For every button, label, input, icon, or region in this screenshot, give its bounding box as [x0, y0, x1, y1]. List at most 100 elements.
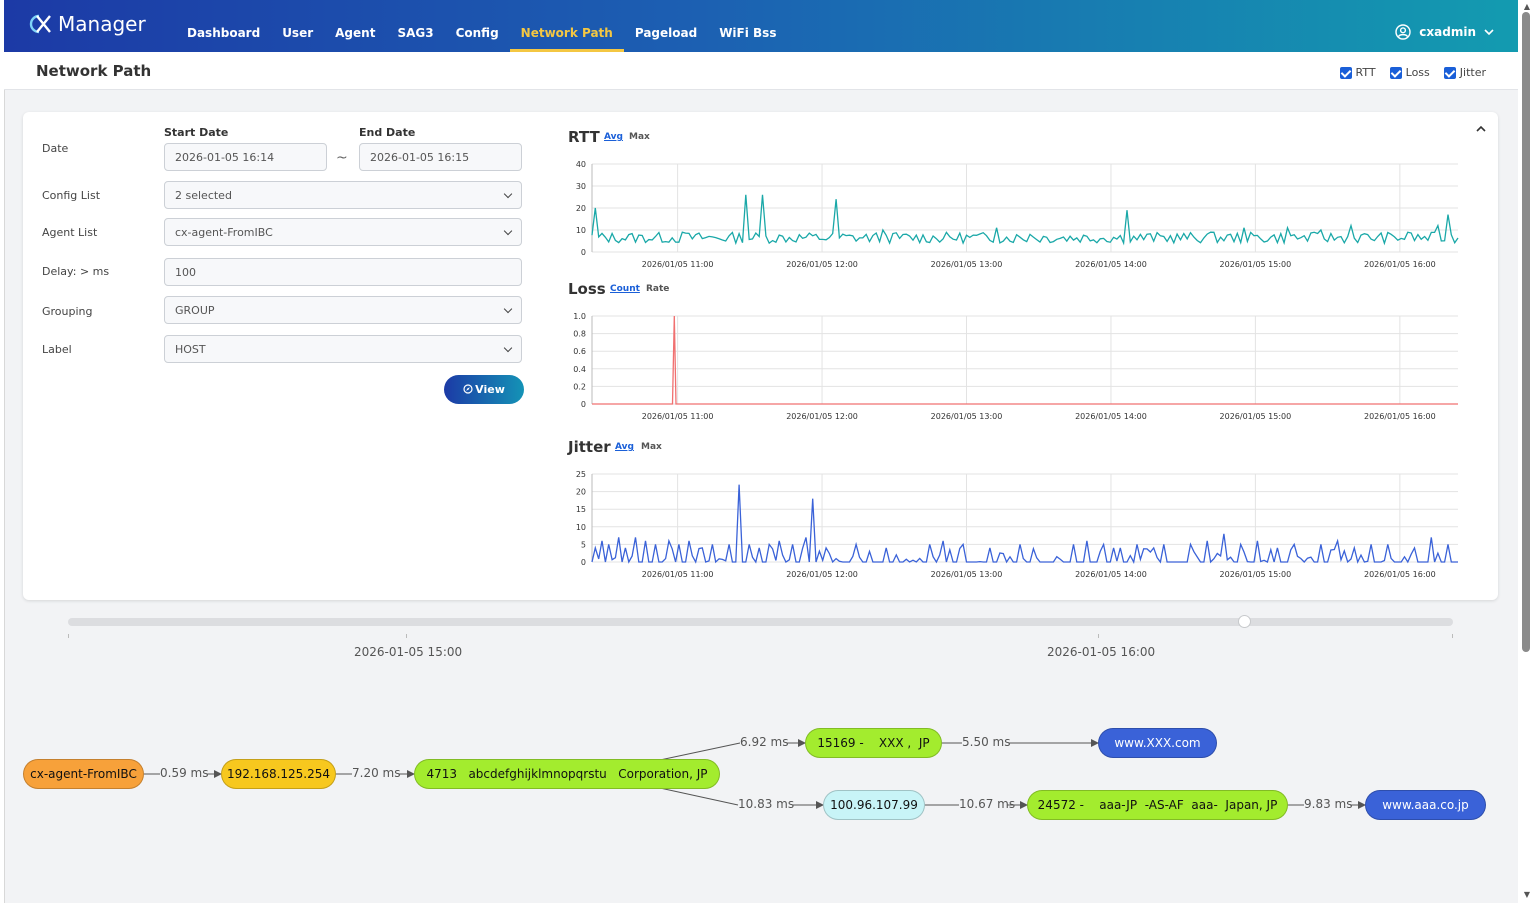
- node-as-24572[interactable]: 24572 - aaa-JP -AS-AF aaa- Japan, JP: [1027, 790, 1288, 820]
- y-tick-label: 25: [576, 470, 586, 479]
- metric-toggles: RTT Loss Jitter: [1339, 66, 1486, 79]
- y-tick-label: 30: [576, 182, 586, 191]
- series-line: [591, 484, 1458, 564]
- series-line: [592, 315, 1458, 405]
- x-tick-label: 2026/01/05 14:00: [1075, 412, 1147, 421]
- nav-wifi-bss[interactable]: WiFi Bss: [719, 26, 777, 40]
- cx-logo-icon: [29, 14, 51, 34]
- y-tick-label: 0.4: [573, 365, 586, 374]
- loss-chart-title: Loss: [568, 280, 606, 298]
- x-tick-label: 2026/01/05 16:00: [1364, 260, 1436, 269]
- x-tick-label: 2026/01/05 11:00: [642, 412, 714, 421]
- rtt-avg-option[interactable]: Avg: [604, 132, 623, 142]
- loss-chart: 0 0.2 0.4 0.6 0.8 1.0 2026/01/05 11:00 2026/01/…: [573, 312, 1458, 421]
- edge-latency-label: 5.50 ms: [962, 735, 1011, 749]
- start-date-input[interactable]: 2026-01-05 16:14: [164, 143, 327, 171]
- config-list-value: 2 selected: [175, 189, 232, 202]
- y-tick-label: 5: [581, 540, 586, 549]
- node-destination-aaa[interactable]: www.aaa.co.jp: [1365, 790, 1486, 820]
- main-nav: Dashboard User Agent SAG3 Config Network…: [176, 0, 787, 52]
- y-tick-label: 15: [576, 505, 586, 514]
- node-as-15169[interactable]: 15169 - XXX , JP: [805, 728, 942, 758]
- agent-list-value: cx-agent-FromIBC: [175, 226, 273, 239]
- y-tick-label: 0.8: [573, 330, 586, 339]
- label-value: HOST: [175, 343, 206, 356]
- timeline-tick: [1452, 634, 1453, 638]
- scroll-up-arrow-icon[interactable]: ▲: [1523, 2, 1530, 11]
- date-range-separator: ~: [336, 150, 348, 166]
- edge-line: [659, 742, 741, 761]
- x-tick-label: 2026/01/05 13:00: [931, 570, 1003, 579]
- nav-dashboard[interactable]: Dashboard: [187, 26, 261, 40]
- user-menu[interactable]: cxadmin: [1395, 24, 1494, 40]
- delay-label: Delay: > ms: [42, 265, 110, 278]
- edge-latency-label: 10.83 ms: [738, 797, 795, 811]
- node-agent[interactable]: cx-agent-FromIBC: [23, 759, 144, 789]
- scroll-down-arrow-icon[interactable]: ▼: [1523, 890, 1530, 899]
- checkbox-checked-icon[interactable]: [1443, 66, 1456, 79]
- y-tick-label: 10: [576, 226, 586, 235]
- timeline-label-1600: 2026-01-05 16:00: [1047, 645, 1156, 659]
- config-list-label: Config List: [42, 189, 101, 202]
- x-tick-label: 2026/01/05 13:00: [931, 412, 1003, 421]
- agent-list-label: Agent List: [42, 226, 98, 239]
- toggle-loss[interactable]: Loss: [1389, 66, 1430, 79]
- top-nav-bar: Manager Dashboard User Agent SAG3 Config…: [4, 0, 1518, 52]
- y-tick-label: 0: [581, 248, 586, 257]
- view-button[interactable]: View: [444, 375, 524, 404]
- node-hop[interactable]: 100.96.107.99: [823, 790, 925, 820]
- edge-latency-label: 6.92 ms: [740, 735, 789, 749]
- jitter-avg-option[interactable]: Avg: [615, 442, 634, 452]
- nav-agent[interactable]: Agent: [335, 26, 376, 40]
- end-date-label: End Date: [359, 126, 416, 139]
- grouping-value: GROUP: [175, 304, 215, 317]
- y-tick-label: 20: [576, 204, 586, 213]
- grouping-label: Grouping: [42, 305, 93, 318]
- nav-user[interactable]: User: [282, 26, 314, 40]
- series-line: [591, 194, 1459, 246]
- collapse-chevron-up-icon[interactable]: [1476, 125, 1486, 133]
- grouping-select[interactable]: GROUP: [164, 296, 522, 324]
- end-date-input[interactable]: 2026-01-05 16:15: [359, 143, 522, 171]
- delay-input[interactable]: 100: [164, 258, 522, 286]
- rtt-max-option[interactable]: Max: [629, 132, 650, 142]
- timeline-slider-track[interactable]: [68, 618, 1453, 626]
- jitter-chart: 0 5 10 15 20 25 2026/01/05 11:00 2026/01/05 12:…: [576, 470, 1458, 579]
- nav-config[interactable]: Config: [455, 26, 499, 40]
- jitter-max-option[interactable]: Max: [641, 442, 662, 452]
- label-select[interactable]: HOST: [164, 335, 522, 363]
- timeline-slider-handle[interactable]: [1238, 615, 1251, 628]
- timeline-tick: [68, 634, 69, 638]
- jitter-chart-title: Jitter: [568, 438, 611, 456]
- toggle-loss-label: Loss: [1405, 66, 1430, 79]
- nav-pageload[interactable]: Pageload: [634, 26, 698, 40]
- x-tick-label: 2026/01/05 14:00: [1075, 570, 1147, 579]
- x-tick-label: 2026/01/05 14:00: [1075, 260, 1147, 269]
- timeline-tick: [1098, 634, 1099, 638]
- logo-text: Manager: [58, 12, 146, 36]
- x-tick-label: 2026/01/05 13:00: [931, 260, 1003, 269]
- toggle-jitter[interactable]: Jitter: [1443, 66, 1486, 79]
- loss-count-option[interactable]: Count: [610, 284, 640, 294]
- node-gateway[interactable]: 192.168.125.254: [221, 759, 336, 789]
- config-list-select[interactable]: 2 selected: [164, 181, 522, 209]
- logo[interactable]: Manager: [26, 12, 146, 36]
- nav-sag3[interactable]: SAG3: [397, 26, 434, 40]
- vertical-scrollbar[interactable]: [1522, 12, 1530, 652]
- toggle-rtt-label: RTT: [1355, 66, 1376, 79]
- edge-latency-label: 9.83 ms: [1304, 797, 1353, 811]
- start-date-label: Start Date: [164, 126, 229, 139]
- x-tick-label: 2026/01/05 16:00: [1364, 412, 1436, 421]
- nav-network-path[interactable]: Network Path: [509, 0, 625, 52]
- loss-rate-option[interactable]: Rate: [646, 284, 670, 294]
- agent-list-select[interactable]: cx-agent-FromIBC: [164, 218, 522, 246]
- checkbox-checked-icon[interactable]: [1339, 66, 1352, 79]
- toggle-rtt[interactable]: RTT: [1339, 66, 1376, 79]
- checkbox-checked-icon[interactable]: [1389, 66, 1402, 79]
- date-label: Date: [42, 142, 69, 155]
- toggle-jitter-label: Jitter: [1459, 66, 1486, 79]
- node-as-4713[interactable]: 4713 abcdefghijklmnopqrstu Corporation, …: [414, 759, 720, 789]
- x-tick-label: 2026/01/05 15:00: [1220, 570, 1292, 579]
- node-destination-xxx[interactable]: www.XXX.com: [1098, 728, 1217, 758]
